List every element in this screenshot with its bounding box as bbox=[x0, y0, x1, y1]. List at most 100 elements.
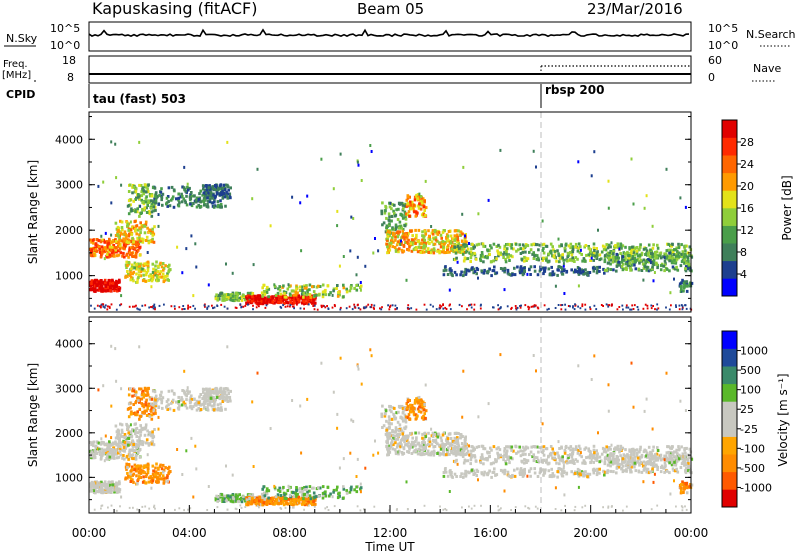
power-cell bbox=[432, 251, 436, 255]
power-cell bbox=[605, 268, 609, 272]
power-cell bbox=[391, 245, 394, 249]
velocity-cell bbox=[229, 499, 233, 503]
power-cell bbox=[418, 242, 422, 246]
power-cell bbox=[518, 243, 521, 247]
power-cell bbox=[416, 250, 420, 254]
velocity-cell bbox=[110, 448, 114, 451]
power-cell bbox=[180, 192, 183, 196]
velocity-cell bbox=[99, 487, 102, 491]
velocity-cell bbox=[214, 387, 218, 391]
power-cell bbox=[684, 304, 686, 307]
power-cell bbox=[135, 224, 139, 228]
power-cell bbox=[207, 283, 210, 287]
power-cell bbox=[524, 244, 527, 248]
power-cell bbox=[609, 268, 612, 271]
velocity-cell bbox=[288, 493, 292, 497]
power-cell bbox=[153, 186, 157, 190]
power-cell bbox=[223, 296, 226, 299]
nsky-label: N.Sky bbox=[6, 32, 38, 45]
power-cell bbox=[685, 289, 689, 293]
power-cell bbox=[356, 160, 359, 164]
power-cell bbox=[409, 207, 413, 211]
power-cell bbox=[218, 294, 221, 298]
velocity-cell bbox=[106, 448, 109, 451]
power-cell bbox=[410, 307, 413, 310]
power-cell bbox=[166, 274, 169, 278]
power-cell bbox=[99, 255, 103, 259]
power-cell bbox=[401, 214, 404, 218]
power-cell bbox=[221, 298, 224, 302]
power-cell bbox=[429, 251, 433, 255]
power-cell bbox=[157, 278, 160, 282]
power-cell bbox=[657, 307, 660, 310]
power-cell bbox=[615, 269, 618, 273]
power-cell bbox=[416, 195, 420, 199]
velocity-cell bbox=[178, 404, 181, 408]
power-cell bbox=[331, 293, 334, 297]
power-cell bbox=[145, 185, 148, 189]
power-cell bbox=[260, 299, 263, 303]
velocity-cell bbox=[139, 433, 142, 437]
power-cell bbox=[600, 304, 603, 306]
velocity-cell bbox=[150, 434, 153, 438]
velocity-cell bbox=[226, 388, 230, 392]
power-cell bbox=[532, 242, 535, 246]
colorbar-tick-label: 16 bbox=[740, 202, 754, 215]
velocity-cell bbox=[100, 491, 103, 495]
velocity-cell bbox=[306, 501, 310, 504]
power-cell bbox=[248, 295, 251, 299]
power-cell bbox=[630, 308, 633, 311]
power-cell bbox=[131, 245, 135, 249]
power-cell bbox=[428, 238, 432, 241]
power-cell bbox=[390, 236, 394, 240]
power-cell bbox=[521, 267, 525, 271]
power-cell bbox=[250, 299, 254, 303]
nsky-panel: N.Sky 10^5 10^0 10^5 10^0 N.Search bbox=[4, 21, 796, 52]
power-cell bbox=[472, 267, 476, 271]
power-cell bbox=[115, 227, 119, 231]
power-cell bbox=[436, 249, 439, 253]
velocity-cell bbox=[110, 456, 114, 460]
power-cell bbox=[403, 204, 407, 208]
power-cell bbox=[182, 305, 185, 307]
power-cell bbox=[456, 238, 460, 242]
power-cell bbox=[168, 263, 171, 267]
power-cell bbox=[269, 295, 272, 299]
velocity-cell bbox=[103, 480, 107, 484]
power-cell bbox=[446, 234, 450, 238]
power-cell bbox=[101, 251, 104, 255]
velocity-cell bbox=[267, 496, 270, 500]
power-cell bbox=[394, 304, 397, 307]
power-cell bbox=[523, 259, 526, 263]
velocity-cell bbox=[90, 443, 93, 447]
power-cell bbox=[149, 199, 153, 203]
power-cell bbox=[528, 268, 531, 272]
power-cell bbox=[610, 241, 613, 245]
power-cell bbox=[126, 224, 129, 228]
power-cell bbox=[171, 195, 175, 199]
power-cell bbox=[382, 221, 386, 225]
power-cell bbox=[531, 252, 534, 256]
power-cell bbox=[183, 165, 186, 169]
power-cell bbox=[231, 299, 235, 302]
velocity-cell bbox=[146, 393, 150, 397]
velocity-cell bbox=[134, 390, 138, 394]
power-cell bbox=[146, 190, 150, 194]
power-cell bbox=[150, 279, 154, 283]
velocity-cell bbox=[99, 442, 103, 446]
power-cell bbox=[137, 248, 140, 252]
power-cell bbox=[292, 296, 295, 300]
velocity-cell bbox=[205, 391, 209, 395]
power-cell bbox=[224, 204, 227, 208]
velocity-cell bbox=[285, 501, 289, 505]
velocity-cell bbox=[219, 406, 223, 410]
y-tick-label: 1000 bbox=[55, 270, 83, 283]
power-cell bbox=[127, 261, 131, 264]
velocity-cell bbox=[211, 404, 214, 408]
power-cell bbox=[152, 209, 155, 213]
power-cell bbox=[551, 270, 555, 274]
power-cell bbox=[434, 238, 438, 242]
power-cell bbox=[557, 237, 560, 241]
velocity-cell bbox=[138, 435, 141, 439]
power-cell bbox=[633, 263, 636, 267]
